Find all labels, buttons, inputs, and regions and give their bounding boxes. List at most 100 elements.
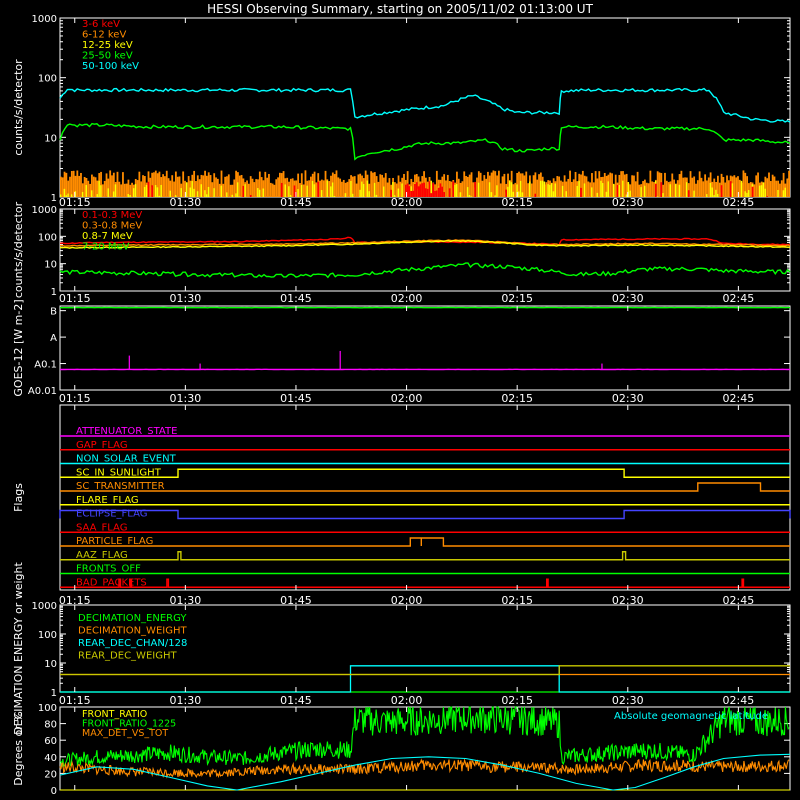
bar-3-6kev [415, 182, 418, 197]
bar-3-6kev [410, 190, 413, 197]
bar-12-25kev [622, 180, 624, 197]
bar-6-12kev [658, 172, 661, 197]
bar-6-12kev [623, 174, 626, 197]
bar-12-25kev [675, 184, 677, 197]
bar-6-12kev [395, 183, 398, 197]
y-tick-label-decimation: 10 [44, 659, 57, 670]
bar-6-12kev [631, 175, 634, 197]
bar-6-12kev [76, 170, 79, 197]
flag-label: AAZ_FLAG [76, 550, 128, 561]
x-tick-label-hessi-lc: 02:30 [612, 196, 644, 209]
x-tick-label-flags: 02:45 [723, 594, 755, 607]
bar-12-25kev [373, 182, 376, 197]
bar-12-25kev [397, 188, 400, 197]
bar-12-25kev [262, 188, 265, 197]
bar-6-12kev [707, 177, 710, 197]
series-line-3 [59, 122, 791, 161]
legend-decimation-2: REAR_DEC_CHAN/128 [78, 638, 187, 649]
bar-6-12kev [352, 176, 354, 197]
bar-6-12kev [381, 174, 383, 197]
bar-12-25kev [257, 188, 259, 197]
bar-6-12kev [651, 181, 654, 197]
legend-hessi-lc-3: 25-50 keV [82, 51, 133, 62]
bar-3-6kev [414, 183, 416, 197]
bar-6-12kev [60, 176, 62, 197]
bar-12-25kev [392, 181, 394, 197]
x-tick-label-decimation: 02:45 [723, 694, 755, 707]
bar-6-12kev [127, 179, 130, 197]
y-tick-label-goes: A0.1 [34, 360, 57, 371]
bar-12-25kev [362, 183, 365, 197]
x-tick-label-flags: 01:45 [280, 594, 312, 607]
bar-6-12kev [560, 180, 562, 197]
bar-6-12kev [103, 180, 106, 197]
bar-12-25kev [454, 184, 456, 197]
panel-frame-goes [59, 305, 791, 391]
bar-6-12kev [164, 176, 166, 197]
bar-12-25kev [311, 180, 314, 197]
legend-hessi-lc-2: 12-25 keV [82, 40, 133, 51]
x-tick-label-goes: 01:15 [59, 392, 91, 405]
bar-3-6kev [441, 186, 444, 197]
bar-6-12kev [665, 180, 668, 197]
bar-6-12kev [198, 179, 201, 197]
bar-6-12kev [341, 181, 343, 197]
bar-3-6kev [443, 192, 446, 197]
bar-12-25kev [477, 182, 480, 197]
bar-6-12kev [386, 182, 389, 197]
bar-6-12kev [521, 173, 524, 197]
bar-6-12kev [764, 176, 767, 197]
bar-6-12kev [786, 178, 789, 197]
bar-6-12kev [377, 181, 380, 197]
bar-6-12kev [446, 174, 449, 197]
bar-6-12kev [209, 175, 212, 197]
bar-6-12kev [91, 174, 93, 197]
legend-ratios-0: FRONT_RATIO [82, 709, 147, 720]
bar-6-12kev [498, 170, 500, 197]
bar-6-12kev [642, 181, 644, 197]
bar-6-12kev [72, 170, 75, 197]
bar-6-12kev [372, 172, 374, 197]
bar-12-25kev [350, 180, 352, 197]
bar-12-25kev [189, 187, 192, 197]
bar-6-12kev [271, 183, 274, 197]
bar-6-12kev [100, 171, 102, 197]
bar-3-6kev [720, 185, 723, 197]
bar-3-6kev [404, 184, 407, 197]
bar-12-25kev [543, 181, 546, 197]
bar-12-25kev [508, 180, 511, 197]
flag-line-sc_in_sunlight [60, 468, 790, 478]
bar-6-12kev [682, 177, 685, 197]
bar-6-12kev [507, 173, 509, 197]
bar-6-12kev [589, 182, 592, 197]
y-axis-label-hessi-lc: counts/s/detector [12, 59, 25, 156]
bar-6-12kev [218, 183, 221, 197]
bar-6-12kev [691, 177, 694, 197]
bar-3-6kev [419, 184, 422, 197]
bar-6-12kev [457, 178, 460, 197]
bar-12-25kev [70, 194, 73, 197]
bar-6-12kev [273, 184, 276, 197]
bar-12-25kev [401, 183, 403, 197]
bar-6-12kev [726, 175, 728, 197]
bar-12-25kev [784, 187, 787, 197]
bar-6-12kev [609, 172, 612, 197]
y-tick-label-decimation: 1000 [32, 601, 57, 612]
bar-12-25kev [612, 183, 615, 197]
bar-6-12kev [109, 170, 112, 197]
bar-6-12kev [342, 179, 345, 197]
bar-6-12kev [755, 175, 758, 197]
bar-12-25kev [368, 191, 370, 197]
bar-6-12kev [501, 176, 504, 197]
y-tick-label-goes: A0.01 [28, 386, 57, 397]
y-tick-label-ratios: 60 [44, 736, 57, 747]
bar-6-12kev [80, 172, 82, 197]
bar-6-12kev [355, 183, 358, 197]
bar-12-25kev [669, 184, 672, 197]
bar-3-6kev [534, 193, 537, 197]
bar-12-25kev [644, 185, 646, 197]
bar-6-12kev [746, 176, 748, 197]
bar-6-12kev [289, 178, 292, 197]
bar-6-12kev [235, 170, 237, 197]
